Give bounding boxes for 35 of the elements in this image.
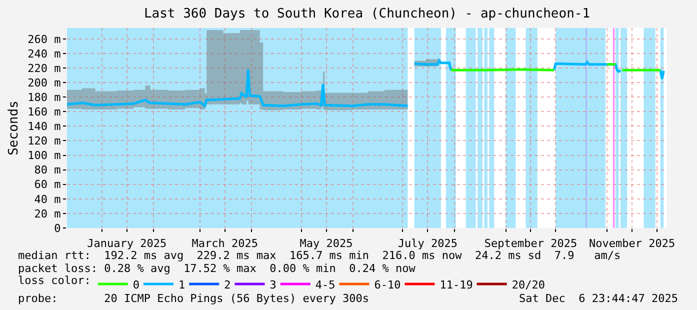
y-tick-label: 260 m <box>28 32 62 46</box>
legend-label: 20/20 <box>512 278 545 292</box>
x-tick-label: November 2025 <box>589 237 676 250</box>
y-tick-label: 200 m <box>28 76 62 90</box>
y-tick-label: 20 m <box>34 207 62 220</box>
legend-label: 2 <box>224 278 231 292</box>
x-tick-label: March 2025 <box>192 237 258 250</box>
legend-label: 11-19 <box>440 278 473 292</box>
y-tick-label: 40 m <box>34 192 62 206</box>
legend-label: 4-5 <box>315 278 336 292</box>
y-tick-label: 220 m <box>28 62 62 75</box>
y-tick-label: 240 m <box>28 47 62 60</box>
legend-label: 1 <box>178 278 186 292</box>
text: probe: 20 ICMP Echo Pings (56 Bytes) every 300s <box>18 292 369 305</box>
text: Sat Dec 6 23:44:47 2025 <box>519 292 678 305</box>
legend-label: 6-10 <box>374 278 401 292</box>
y-tick-label: 0 <box>54 222 61 235</box>
chart-title: Last 360 Days to South Korea (Chuncheon) - ap-chuncheon-1 <box>144 6 590 22</box>
legend-label: 0 <box>132 278 140 292</box>
x-tick-label: July 2025 <box>398 237 458 250</box>
legend-title: loss color: <box>18 274 91 287</box>
y-tick-label: 60 m <box>34 178 62 192</box>
y-axis-title: Seconds <box>6 100 22 156</box>
y-tick-label: 120 m <box>28 134 62 148</box>
x-tick-label: January 2025 <box>87 237 167 250</box>
y-tick-label: 80 m <box>34 164 62 177</box>
legend-label: 3 <box>270 278 276 292</box>
y-tick-label: 160 m <box>28 105 62 118</box>
x-tick-label: September 2025 <box>484 237 578 250</box>
text: median rtt: 192.2 ms avg 229.2 ms max 165.7 ms min 216.0 ms now 24.2 ms sd 7.9 am/s <box>18 249 621 262</box>
y-tick-label: 100 m <box>28 149 62 162</box>
y-tick-label: 140 m <box>28 120 62 134</box>
y-tick-label: 180 m <box>28 90 62 104</box>
text: packet loss: 0.28 % avg 17.52 % max 0.00 % min 0.24 % now <box>18 262 416 275</box>
x-tick-label: May 2025 <box>300 237 353 250</box>
